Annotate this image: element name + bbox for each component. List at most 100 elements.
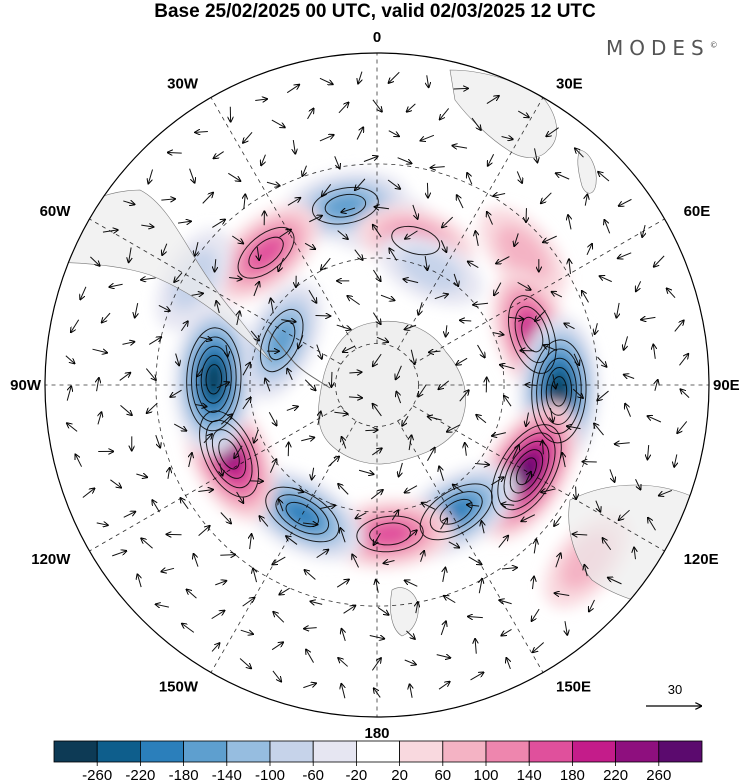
anomaly-contour (195, 345, 232, 413)
wind-arrow (145, 368, 156, 381)
wind-arrow (365, 430, 377, 431)
wind-arrow (239, 658, 251, 669)
wind-arrow (476, 415, 487, 424)
colorbar-swatch (528, 740, 573, 763)
meridian-line (412, 405, 665, 552)
anomaly-contour (514, 306, 550, 364)
wind-arrow (302, 523, 317, 525)
wind-arrow (253, 568, 257, 583)
longitude-label: 60W (40, 203, 72, 220)
wind-arrow (109, 284, 123, 287)
wind-arrow (641, 317, 656, 319)
wind-arrow (119, 373, 131, 381)
wind-arrow (161, 199, 175, 200)
wind-arrow (421, 551, 425, 562)
wind-arrow (576, 486, 577, 499)
meridian-line (89, 218, 342, 365)
wind-arrow (404, 659, 416, 665)
wind-arrow (137, 574, 141, 588)
wind-arrow (582, 291, 589, 303)
wind-arrow (203, 434, 212, 444)
wind-arrow (187, 590, 197, 599)
wind-arrow (257, 246, 259, 260)
wind-arrow (517, 110, 529, 117)
wind-arrow (595, 323, 598, 334)
wind-arrow (255, 99, 267, 100)
wind-arrow (319, 135, 334, 142)
wind-arrow (269, 459, 276, 473)
wind-arrow (363, 156, 378, 162)
wind-arrow (232, 235, 243, 243)
wind-arrow (541, 489, 556, 492)
wind-arrow (506, 658, 510, 670)
wind-arrow (439, 466, 445, 481)
wind-arrow (624, 375, 635, 379)
wind-reference: 30 (646, 682, 701, 706)
wind-arrow (136, 474, 147, 477)
wind-arrow (516, 171, 522, 183)
wind-arrow (457, 195, 464, 209)
wind-arrow (544, 345, 558, 352)
wind-arrow (679, 354, 688, 366)
wind-arrow (634, 548, 635, 560)
wind-arrow (594, 423, 604, 436)
wind-arrow (244, 194, 245, 210)
wind-arrow (158, 304, 170, 310)
wind-arrow (475, 231, 478, 246)
wind-arrow (242, 398, 251, 410)
new-zealand (390, 587, 419, 637)
wind-arrow (534, 540, 536, 554)
wind-arrow (564, 323, 575, 330)
wind-arrow (575, 148, 584, 158)
wind-arrow (281, 320, 295, 322)
wind-arrow (397, 157, 412, 164)
wind-arrow (293, 139, 295, 154)
wind-arrow (358, 71, 362, 84)
colorbar-swatch (183, 740, 228, 763)
wind-arrow (568, 215, 571, 230)
wind-arrow (112, 551, 126, 557)
wind-arrow (422, 503, 436, 510)
colorbar-swatch (269, 740, 314, 763)
meridian-line (397, 420, 544, 673)
wind-arrow (405, 530, 417, 541)
brand-mark: © (709, 40, 718, 50)
wind-arrow (608, 578, 622, 585)
longitude-label: 30E (556, 76, 583, 93)
wind-arrow (147, 402, 158, 413)
wind-arrow (384, 560, 395, 563)
wind-arrow (550, 407, 553, 422)
wind-arrow (407, 103, 416, 112)
wind-arrow (215, 259, 216, 271)
wind-arrow (355, 178, 366, 190)
wind-arrow (214, 151, 224, 159)
wind-arrow (286, 536, 298, 545)
wind-arrow (80, 286, 87, 300)
anomaly-contour (369, 522, 411, 546)
colorbar-tick-label: -260 (82, 767, 112, 783)
anomaly-contour (311, 186, 379, 225)
wind-arrow (405, 485, 418, 493)
colorbar-swatch (96, 740, 141, 763)
wind-arrow (310, 601, 323, 604)
wind-arrow (266, 182, 280, 186)
wind-arrow (573, 534, 588, 535)
wind-arrow (412, 204, 418, 219)
wind-arrow (535, 310, 546, 321)
wind-arrow (250, 534, 252, 550)
wind-arrow (438, 682, 450, 690)
wind-arrow (234, 445, 243, 458)
anomaly-contour (491, 424, 562, 519)
wind-arrow (453, 273, 458, 286)
wind-arrow (674, 454, 677, 466)
wind-arrow (273, 612, 285, 623)
wind-arrow (173, 423, 186, 431)
anomaly-contour (356, 515, 424, 553)
colorbar-tick-label: -220 (125, 767, 155, 783)
wind-arrow (373, 404, 382, 417)
anomaly-contour (521, 316, 544, 353)
colorbar-swatch (572, 740, 617, 763)
wind-arrow (427, 182, 428, 198)
longitude-label: 150W (159, 678, 199, 695)
wind-arrow (301, 437, 314, 440)
